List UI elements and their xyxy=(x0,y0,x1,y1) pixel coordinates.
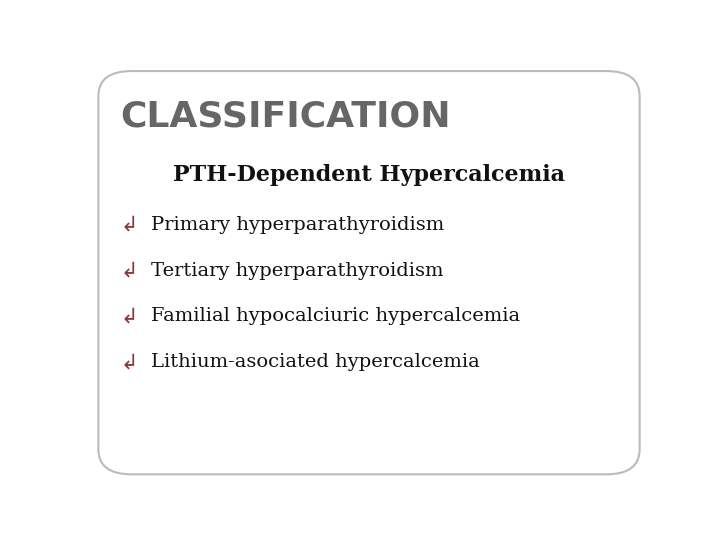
Text: Lithium-asociated hypercalcemia: Lithium-asociated hypercalcemia xyxy=(151,353,480,371)
Text: Familial hypocalciuric hypercalcemia: Familial hypocalciuric hypercalcemia xyxy=(151,307,521,326)
Text: ↲⁠: ↲⁠ xyxy=(121,261,138,281)
Text: ↲⁠: ↲⁠ xyxy=(121,215,138,235)
Text: Tertiary hyperparathyroidism: Tertiary hyperparathyroidism xyxy=(151,261,444,280)
Text: ↲⁠: ↲⁠ xyxy=(121,306,138,326)
FancyBboxPatch shape xyxy=(99,71,639,474)
Text: PTH-Dependent Hypercalcemia: PTH-Dependent Hypercalcemia xyxy=(173,164,565,186)
Text: Primary hyperparathyroidism: Primary hyperparathyroidism xyxy=(151,216,445,234)
Text: CLASSIFICATION: CLASSIFICATION xyxy=(121,100,451,134)
Text: ↲⁠: ↲⁠ xyxy=(121,352,138,372)
